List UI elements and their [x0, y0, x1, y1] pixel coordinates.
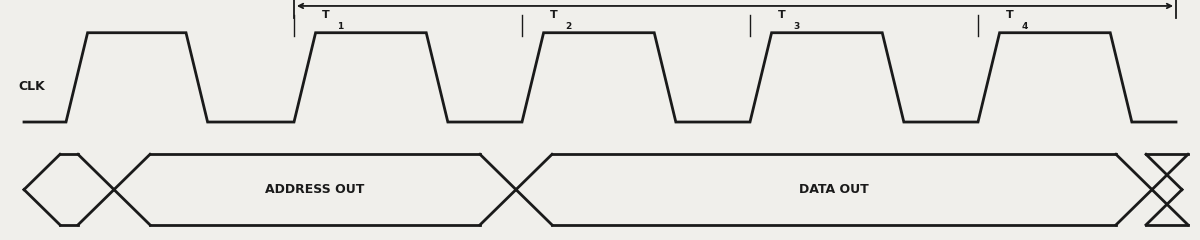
Text: 1: 1 [337, 22, 343, 31]
Text: ADDRESS OUT: ADDRESS OUT [265, 183, 365, 196]
Text: 4: 4 [1021, 22, 1027, 31]
Text: 2: 2 [565, 22, 571, 31]
Text: T: T [322, 10, 329, 20]
Text: DATA OUT: DATA OUT [799, 183, 869, 196]
Text: T: T [550, 10, 557, 20]
Text: T: T [778, 10, 785, 20]
Text: 3: 3 [793, 22, 799, 31]
Text: ONE BUS CYCLE: ONE BUS CYCLE [683, 0, 787, 1]
Text: CLK: CLK [18, 80, 44, 93]
Text: T: T [1006, 10, 1013, 20]
